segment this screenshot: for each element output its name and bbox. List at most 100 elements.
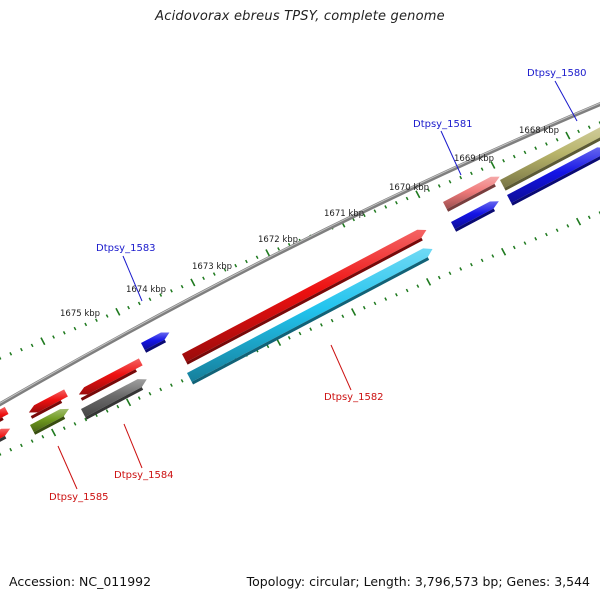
gene-body[interactable] (81, 379, 147, 417)
inner-tick (480, 258, 484, 263)
outer-tick (95, 318, 98, 322)
callout-line (554, 80, 578, 122)
outer-tick (148, 297, 152, 302)
outer-tick (480, 167, 484, 171)
inner-tick (125, 398, 132, 407)
inner-tick-track (0, 211, 600, 456)
gene-label-dtpsy-1585[interactable]: Dtpsy_1585 (49, 492, 109, 503)
outer-tick (490, 161, 496, 169)
gene-body[interactable] (78, 358, 143, 395)
inner-tick (30, 439, 34, 443)
outer-tick (470, 171, 473, 176)
inner-tick (180, 379, 184, 383)
gene-label-dtpsy-1584[interactable]: Dtpsy_1584 (114, 470, 174, 481)
gene-plus-blue-right[interactable] (507, 147, 600, 206)
gene-body[interactable] (443, 176, 500, 210)
backbone-highlight (0, 102, 600, 404)
gene-body[interactable] (28, 389, 68, 413)
outer-tick (73, 326, 77, 331)
inner-tick (362, 305, 366, 310)
outer-tick (427, 188, 430, 192)
topology-text: Topology: circular; Length: 3,796,573 bp… (246, 574, 590, 589)
outer-tick-track (0, 121, 600, 360)
gene-body[interactable] (187, 248, 433, 382)
inner-tick (448, 271, 452, 276)
gene-body[interactable] (182, 229, 427, 362)
outer-tick (137, 301, 141, 306)
gene-shadow (186, 237, 423, 365)
gene-body[interactable] (30, 408, 70, 433)
outer-tick (170, 289, 173, 293)
outer-tick (190, 278, 196, 287)
outer-tick (437, 184, 441, 188)
outer-tick (459, 175, 463, 180)
inner-tick (50, 428, 57, 437)
gene-label-dtpsy-1583[interactable]: Dtpsy_1583 (96, 243, 156, 254)
gene-body[interactable] (451, 201, 499, 230)
inner-tick (384, 297, 388, 301)
gene-dtpsy-1584[interactable] (81, 379, 147, 420)
outer-tick (30, 343, 34, 348)
outer-tick (362, 213, 366, 218)
gene-body[interactable] (507, 147, 600, 203)
gene-body[interactable] (0, 406, 9, 424)
inner-tick (287, 336, 291, 340)
outer-tick (115, 307, 121, 316)
gene-dtpsy-1583[interactable] (141, 332, 170, 353)
gene-red-edge[interactable] (0, 406, 9, 430)
genome-title: Acidovorax ebreus TPSY, complete genome (155, 9, 445, 24)
inner-tick (491, 254, 495, 258)
gene-dtpsy-1580[interactable] (500, 125, 600, 191)
gene-red-left[interactable] (28, 389, 68, 419)
gene-dtpsy-1585[interactable] (30, 408, 70, 435)
gene-body[interactable] (500, 125, 600, 188)
inner-tick (341, 314, 345, 319)
inner-tick (545, 232, 548, 237)
inner-tick (523, 241, 527, 245)
gene-plus-blue-small[interactable] (451, 201, 499, 232)
outer-tick (20, 347, 23, 352)
callout-line (57, 445, 78, 490)
callout-line (122, 255, 143, 302)
inner-tick (512, 245, 516, 250)
inner-tick (534, 237, 538, 241)
inner-tick (437, 275, 441, 280)
outer-tick (523, 150, 527, 155)
inner-tick (0, 452, 2, 456)
tick-label: 1668 kbp (519, 126, 559, 136)
gene-body[interactable] (141, 332, 170, 351)
gene-label-dtpsy-1580[interactable]: Dtpsy_1580 (527, 68, 587, 79)
inner-tick (137, 396, 141, 400)
gene-plus-red-long[interactable] (182, 229, 427, 365)
inner-tick (350, 308, 357, 316)
inner-tick (555, 228, 559, 232)
outer-tick (277, 247, 280, 251)
gene-body[interactable] (0, 428, 11, 447)
outer-tick (255, 255, 259, 260)
gene-red-mid[interactable] (78, 358, 143, 401)
inner-tick (148, 391, 152, 396)
gene-dtpsy-1582[interactable] (187, 248, 433, 385)
gene-label-dtpsy-1582[interactable]: Dtpsy_1582 (324, 392, 384, 403)
outer-tick (502, 159, 505, 163)
gene-dtpsy-1581[interactable] (443, 176, 500, 212)
callout-line (123, 423, 143, 469)
outer-tick (577, 129, 580, 134)
inner-tick (459, 267, 463, 271)
inner-tick (395, 293, 398, 297)
outer-tick (448, 179, 452, 184)
gene-label-dtpsy-1581[interactable]: Dtpsy_1581 (413, 119, 473, 130)
outer-tick (212, 272, 216, 276)
callout-line (330, 344, 352, 391)
inner-tick (84, 417, 88, 422)
outer-tick (202, 276, 205, 281)
outer-tick (62, 331, 66, 335)
inner-tick (587, 215, 591, 220)
gene-minus-gray-edge[interactable] (0, 428, 11, 450)
label-layer: 1668 kbp 1669 kbp 1670 kbp 1671 kbp 1672 kbp… (49, 68, 587, 503)
inner-tick (266, 344, 270, 349)
backbone-line (0, 102, 600, 407)
tick-label: 1672 kbp (258, 235, 298, 245)
inner-tick (298, 331, 302, 336)
outer-tick (234, 263, 238, 268)
